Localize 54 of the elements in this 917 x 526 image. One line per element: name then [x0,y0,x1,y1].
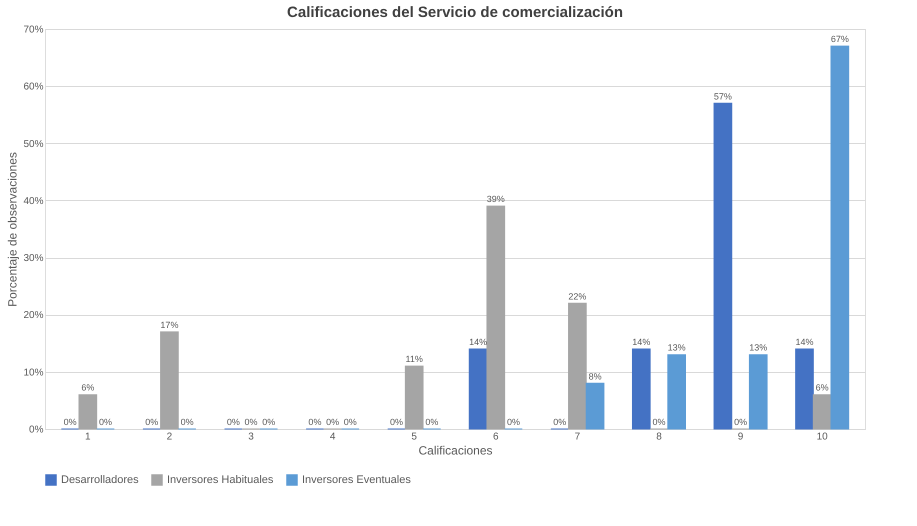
x-tick-label: 2 [166,432,173,442]
data-label: 0% [326,417,340,427]
data-label: 14% [632,337,650,347]
data-label: 0% [425,417,438,427]
y-tick-label: 70% [23,24,44,36]
y-tick-label: 10% [23,367,44,378]
data-label: 0% [506,417,520,427]
y-tick-label: 0% [29,424,44,436]
data-label: 0% [390,417,404,427]
data-label: 13% [749,342,768,353]
legend-label: Inversores Habituales [167,474,274,486]
data-label: 14% [795,337,814,347]
data-label: 39% [486,194,505,204]
x-tick-label: 6 [493,432,500,442]
data-label: 0% [244,417,258,427]
legend-label: Inversores Eventuales [302,474,412,486]
x-axis-title: Calificaciones [418,444,493,458]
data-label: 0% [734,417,748,427]
x-tick-label: 5 [411,432,418,442]
x-tick-label: 3 [248,432,254,442]
y-tick-label: 30% [23,253,44,264]
data-label: 0% [553,417,566,427]
x-tick-label: 4 [330,432,336,442]
data-label: 0% [180,417,194,427]
data-label: 67% [830,34,849,44]
chart-title: Calificaciones del Servicio de comercialización [287,4,623,21]
data-label: 0% [99,417,112,427]
data-label: 17% [160,320,178,330]
data-label: 6% [81,382,94,393]
data-label: 0% [262,417,276,427]
data-label: 0% [64,417,77,427]
y-tick-label: 40% [23,196,44,207]
x-tick-label: 10 [816,432,828,442]
data-label: 22% [568,291,586,302]
data-label: 8% [588,371,602,382]
data-label: 0% [344,417,357,427]
x-tick-label: 8 [656,432,662,442]
data-label: 14% [469,337,488,347]
data-label: 0% [652,417,666,427]
y-axis-title: Porcentaje de observaciones [5,152,20,307]
y-tick-label: 60% [23,82,44,93]
data-label: 0% [308,417,322,427]
x-tick-label: 1 [85,432,92,442]
y-tick-label: 50% [23,138,44,150]
data-label: 0% [226,417,240,427]
data-label: 6% [816,382,829,393]
data-label: 57% [714,91,732,102]
data-label: 11% [406,354,423,364]
legend-label: Desarrolladores [61,474,140,486]
data-label: 13% [668,342,686,353]
y-tick-label: 20% [23,310,44,322]
x-tick-label: 9 [738,432,744,442]
data-label: 0% [145,417,158,427]
x-tick-label: 7 [574,432,581,442]
